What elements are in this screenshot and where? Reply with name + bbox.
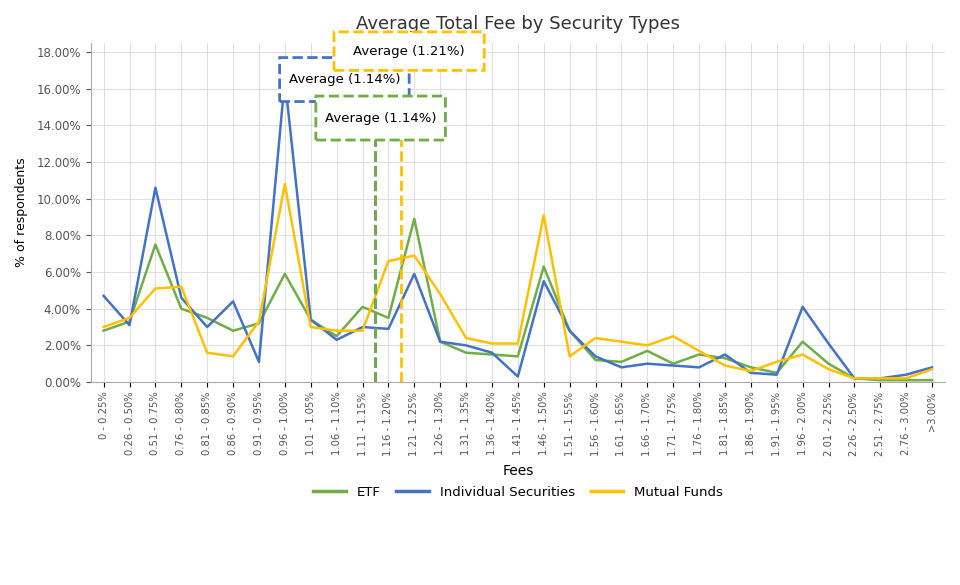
Y-axis label: % of respondents: % of respondents — [15, 157, 28, 267]
Text: Average (1.14%): Average (1.14%) — [289, 73, 400, 86]
FancyBboxPatch shape — [279, 57, 409, 102]
Text: Average (1.21%): Average (1.21%) — [353, 44, 465, 58]
Legend: ETF, Individual Securities, Mutual Funds: ETF, Individual Securities, Mutual Funds — [307, 481, 729, 504]
Title: Average Total Fee by Security Types: Average Total Fee by Security Types — [356, 15, 680, 33]
FancyBboxPatch shape — [316, 96, 445, 140]
FancyBboxPatch shape — [334, 32, 484, 70]
Text: Average (1.14%): Average (1.14%) — [324, 112, 437, 125]
X-axis label: Fees: Fees — [502, 464, 534, 478]
